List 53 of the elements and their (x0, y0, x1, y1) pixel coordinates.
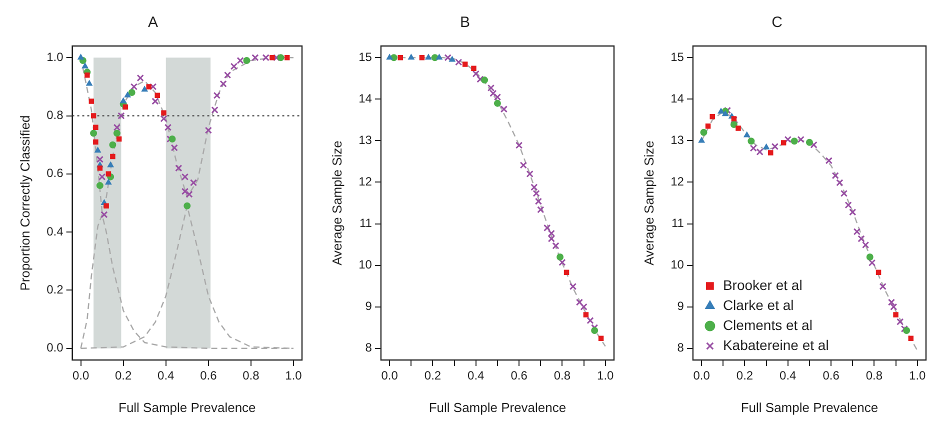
y-axis-title: Average Sample Size (329, 140, 344, 266)
x-tick-label: 0.6 (200, 368, 218, 383)
y-tick-label: 12 (358, 174, 372, 189)
x-tick-label: 0.2 (114, 368, 132, 383)
y-tick-label: 0.6 (46, 166, 64, 180)
x-tick-label: 0.4 (780, 368, 797, 383)
y-tick-label: 14 (670, 91, 684, 106)
y-tick-label: 9 (365, 299, 372, 314)
y-tick-label: 8 (365, 340, 372, 355)
x-tick-label: 1.0 (909, 368, 926, 383)
x-tick-label: 0.6 (822, 368, 840, 383)
x-tick-label: 0.4 (158, 368, 175, 383)
x-axis-title: Full Sample Prevalence (740, 400, 878, 415)
x-tick-label: 0.0 (381, 368, 398, 383)
x-tick-label: 1.0 (285, 368, 302, 383)
y-tick-label: 15 (670, 50, 684, 64)
y-axis-title: Average Sample Size (641, 140, 656, 266)
y-tick-label: 9 (677, 299, 684, 314)
x-tick-label: 0.2 (424, 368, 442, 383)
x-tick-label: 0.8 (866, 368, 883, 383)
y-tick-label: 1.0 (46, 50, 64, 64)
y-tick-label: 11 (671, 216, 684, 230)
y-axis-title: Proportion Correctly Classified (17, 115, 32, 291)
chart-title: B (460, 14, 470, 32)
x-tick-label: 0.2 (736, 368, 754, 383)
chart-title: C (772, 14, 783, 32)
x-axis-title: Full Sample Prevalence (428, 400, 566, 415)
y-tick-label: 13 (670, 133, 684, 148)
legend-label: Clements et al (722, 316, 812, 333)
x-tick-label: 0.8 (554, 368, 571, 383)
x-tick-label: 0.6 (510, 368, 528, 383)
legend-label: Kabatereine et al (722, 336, 829, 353)
x-tick-label: 0.0 (693, 368, 710, 383)
y-tick-label: 0.2 (46, 282, 64, 297)
legend-label: Brooker et al (722, 276, 802, 293)
x-tick-label: 0.0 (72, 368, 90, 383)
x-tick-label: 0.4 (468, 368, 485, 383)
y-tick-label: 12 (670, 174, 684, 189)
y-tick-label: 11 (359, 216, 372, 230)
y-tick-label: 14 (358, 91, 372, 106)
y-tick-label: 15 (358, 50, 372, 64)
x-tick-label: 0.8 (242, 368, 260, 383)
chart-title: A (148, 14, 158, 32)
legend-label: Clarke et al (722, 296, 794, 313)
y-tick-label: 0.0 (46, 340, 64, 355)
x-tick-label: 1.0 (597, 368, 614, 383)
y-tick-label: 10 (670, 258, 684, 272)
y-tick-label: 0.4 (46, 224, 64, 238)
y-tick-label: 13 (358, 133, 372, 148)
y-tick-label: 0.8 (46, 108, 64, 122)
y-tick-label: 8 (677, 340, 684, 355)
x-axis-title: Full Sample Prevalence (118, 400, 256, 415)
y-tick-label: 10 (358, 258, 372, 272)
